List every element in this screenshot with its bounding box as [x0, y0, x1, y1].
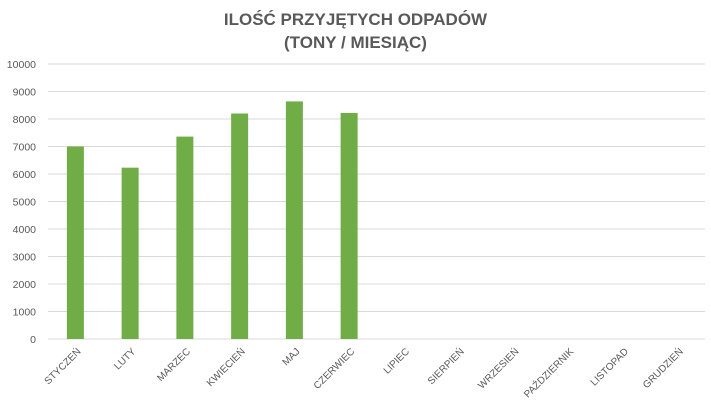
chart-title-line-1: ILOŚĆ PRZYJĘTYCH ODPADÓW — [223, 10, 488, 29]
x-tick-label: STYCZEŃ — [41, 345, 83, 387]
x-tick-label: LUTY — [112, 346, 138, 372]
y-tick-label: 5000 — [13, 197, 37, 209]
y-tick-label: 2000 — [13, 279, 37, 291]
y-tick-label: 8000 — [13, 114, 37, 126]
bar-2 — [121, 167, 139, 339]
y-tick-label: 7000 — [13, 142, 37, 154]
x-tick-label: MAJ — [281, 346, 303, 368]
x-tick-label: GRUDZIEŃ — [640, 345, 686, 391]
bar-5 — [285, 101, 303, 340]
y-tick-label: 9000 — [13, 87, 37, 99]
chart-title: ILOŚĆ PRZYJĘTYCH ODPADÓW (TONY / MIESIĄC… — [0, 8, 711, 54]
bar-3 — [176, 136, 194, 339]
y-tick-label: 10000 — [7, 59, 36, 71]
x-tick-label: PAŹDZIERNIK — [521, 345, 577, 401]
x-tick-label: SIERPIEŃ — [425, 345, 467, 387]
x-tick-label: CZERWIEC — [312, 346, 357, 391]
bar-6 — [340, 112, 358, 339]
y-tick-label: 4000 — [13, 224, 37, 236]
x-tick-label: KWIECIEŃ — [204, 345, 248, 389]
bar-4 — [231, 113, 249, 339]
y-tick-label: 6000 — [13, 169, 37, 181]
y-tick-label: 3000 — [13, 252, 37, 264]
x-tick-label: MARZEC — [155, 346, 193, 384]
x-tick-label: LISTOPAD — [589, 346, 631, 388]
x-tick-label: WRZESIEŃ — [475, 345, 522, 392]
chart-title-line-2: (TONY / MIESIĄC) — [284, 33, 427, 52]
y-tick-label: 1000 — [13, 307, 37, 319]
x-tick-label: LIPIEC — [382, 346, 412, 376]
bar-1 — [66, 146, 84, 339]
y-tick-label: 0 — [30, 334, 36, 346]
